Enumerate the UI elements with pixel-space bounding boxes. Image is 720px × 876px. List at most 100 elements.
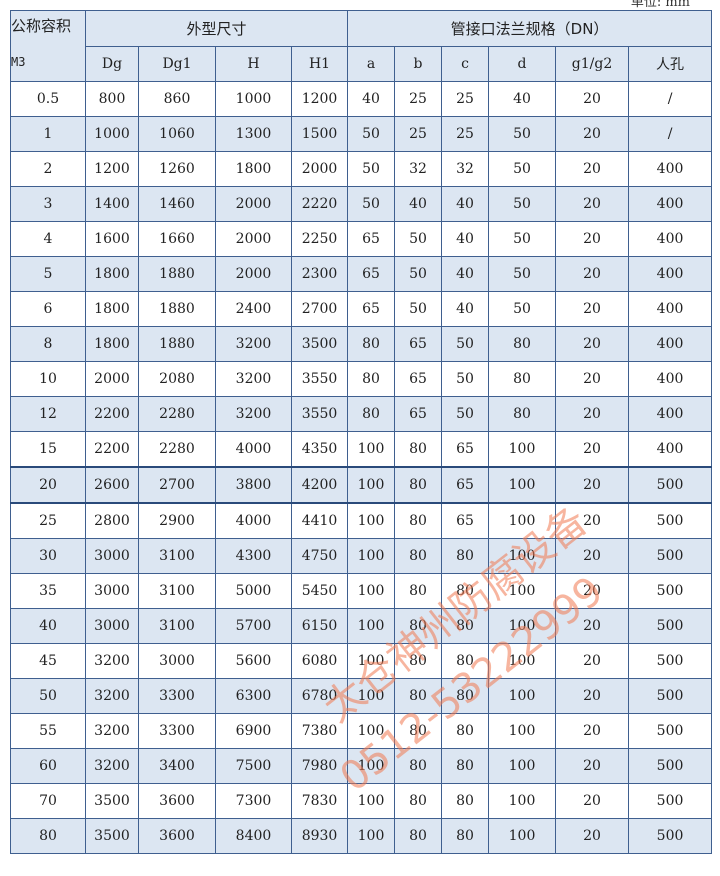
table-cell: 2600: [85, 466, 139, 504]
table-cell: 50: [488, 186, 557, 222]
table-cell: 65: [394, 326, 443, 362]
table-row: 0.5 800 860 1000 1200 40 25 25 40 20/: [10, 81, 713, 117]
table-cell: 1880: [138, 291, 216, 327]
table-cell: 20: [555, 502, 630, 539]
table-cell: 20: [555, 81, 630, 117]
table-cell: 100: [347, 748, 396, 784]
table-cell: 400: [628, 396, 713, 432]
column-header: a: [347, 46, 396, 82]
table-cell: 25: [10, 502, 86, 539]
table-cell: 20: [555, 748, 630, 784]
table-cell: 80: [394, 466, 443, 504]
table-row: 40 3000 3100 5700 6150 100 80 80 100 20 500: [10, 608, 713, 644]
table-cell: 1200: [85, 151, 139, 187]
table-cell: 100: [347, 431, 396, 468]
table-cell: 3200: [85, 748, 139, 784]
table-cell: 500: [628, 818, 713, 854]
table-cell: 80: [488, 396, 557, 432]
table-cell: 80: [394, 643, 443, 679]
column-header: 人孔: [628, 46, 713, 82]
table-cell: 65: [441, 431, 490, 468]
table-cell: 1500: [290, 116, 349, 152]
table-cell: 3200: [85, 678, 139, 714]
table-cell: 400: [628, 256, 713, 292]
table-cell: 100: [488, 818, 557, 854]
table-cell: 40: [441, 221, 490, 257]
table-cell: 80: [488, 361, 557, 397]
table-cell: 2300: [290, 256, 349, 292]
table-cell: 7380: [290, 713, 349, 749]
column-header: Dg: [85, 46, 139, 82]
table-cell: 3200: [85, 643, 139, 679]
table-cell: 2200: [85, 431, 139, 468]
table-cell: 65: [441, 502, 490, 539]
table-cell: 20: [555, 643, 630, 679]
table-cell: 6080: [290, 643, 349, 679]
table-cell: 6300: [215, 678, 292, 714]
table-row: 45 3200 3000 5600 6080 100 80 80 100 20 500: [10, 643, 713, 679]
table-row: 3 1400 1460 2000 2220 50 40 40 50 20 400: [10, 186, 713, 222]
table-cell: 20: [555, 783, 630, 819]
table-cell: 4000: [215, 431, 292, 468]
table-cell: 20: [555, 116, 630, 152]
table-cell: 80: [441, 678, 490, 714]
table-cell: 1800: [85, 326, 139, 362]
table-cell: 3000: [85, 608, 139, 644]
table-cell: 80: [347, 396, 396, 432]
table-cell: 20: [10, 466, 86, 504]
table-cell: 1: [10, 116, 86, 152]
table-cell: 60: [10, 748, 86, 784]
table-cell: 2000: [290, 151, 349, 187]
table-cell: 50: [488, 151, 557, 187]
table-cell: 50: [10, 678, 86, 714]
unit-label: 单位: mm: [630, 0, 690, 10]
table-cell: 860: [138, 81, 216, 117]
table-cell: 20: [555, 608, 630, 644]
table-cell: 3: [10, 186, 86, 222]
table-cell: 2700: [290, 291, 349, 327]
table-cell: 80: [394, 431, 443, 468]
table-cell: 400: [628, 221, 713, 257]
table-cell: 1800: [85, 256, 139, 292]
table-row: 1 1000 1060 1300 1500 50 25 25 50 20/: [10, 116, 713, 152]
table-cell: 50: [441, 326, 490, 362]
table-cell: 2000: [215, 186, 292, 222]
table-cell: 5000: [215, 573, 292, 609]
table-cell: 50: [394, 256, 443, 292]
table-cell: 50: [394, 291, 443, 327]
table-cell: 70: [10, 783, 86, 819]
table-cell: 7300: [215, 783, 292, 819]
table-cell: 100: [488, 783, 557, 819]
table-cell: 0.5: [10, 81, 86, 117]
table-cell: 50: [488, 221, 557, 257]
table-cell: 1600: [85, 221, 139, 257]
table-cell: 400: [628, 291, 713, 327]
table-cell: 25: [441, 116, 490, 152]
table-cell: 3000: [138, 643, 216, 679]
column-header: g1/g2: [555, 46, 630, 82]
table-cell: 7980: [290, 748, 349, 784]
table-cell: 80: [441, 538, 490, 574]
table-row: 60 3200 3400 7500 7980 100 80 80 100 20 500: [10, 748, 713, 784]
table-row: 50 3200 3300 6300 6780 100 80 80 100 20 500: [10, 678, 713, 714]
table-cell: 40: [441, 291, 490, 327]
table-row: 2 1200 1260 1800 2000 50 32 32 50 20 400: [10, 151, 713, 187]
table-cell: 100: [488, 713, 557, 749]
table-cell: 3300: [138, 713, 216, 749]
table-cell: 20: [555, 151, 630, 187]
table-cell: 2900: [138, 502, 216, 539]
table-cell: 2000: [215, 256, 292, 292]
table-cell: 65: [347, 221, 396, 257]
table-cell: 45: [10, 643, 86, 679]
table-cell: 8930: [290, 818, 349, 854]
table-cell: 1660: [138, 221, 216, 257]
table-cell: 100: [347, 818, 396, 854]
table-cell: 55: [10, 713, 86, 749]
table-cell: 1300: [215, 116, 292, 152]
table-cell: 65: [347, 291, 396, 327]
table-cell: 6150: [290, 608, 349, 644]
table-cell: 20: [555, 818, 630, 854]
table-cell: 40: [441, 186, 490, 222]
table-cell: 2800: [85, 502, 139, 539]
table-cell: 7500: [215, 748, 292, 784]
